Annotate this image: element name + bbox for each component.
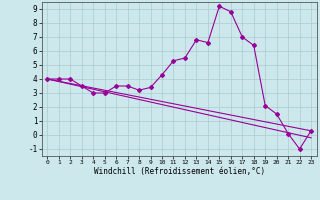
X-axis label: Windchill (Refroidissement éolien,°C): Windchill (Refroidissement éolien,°C) [94, 167, 265, 176]
